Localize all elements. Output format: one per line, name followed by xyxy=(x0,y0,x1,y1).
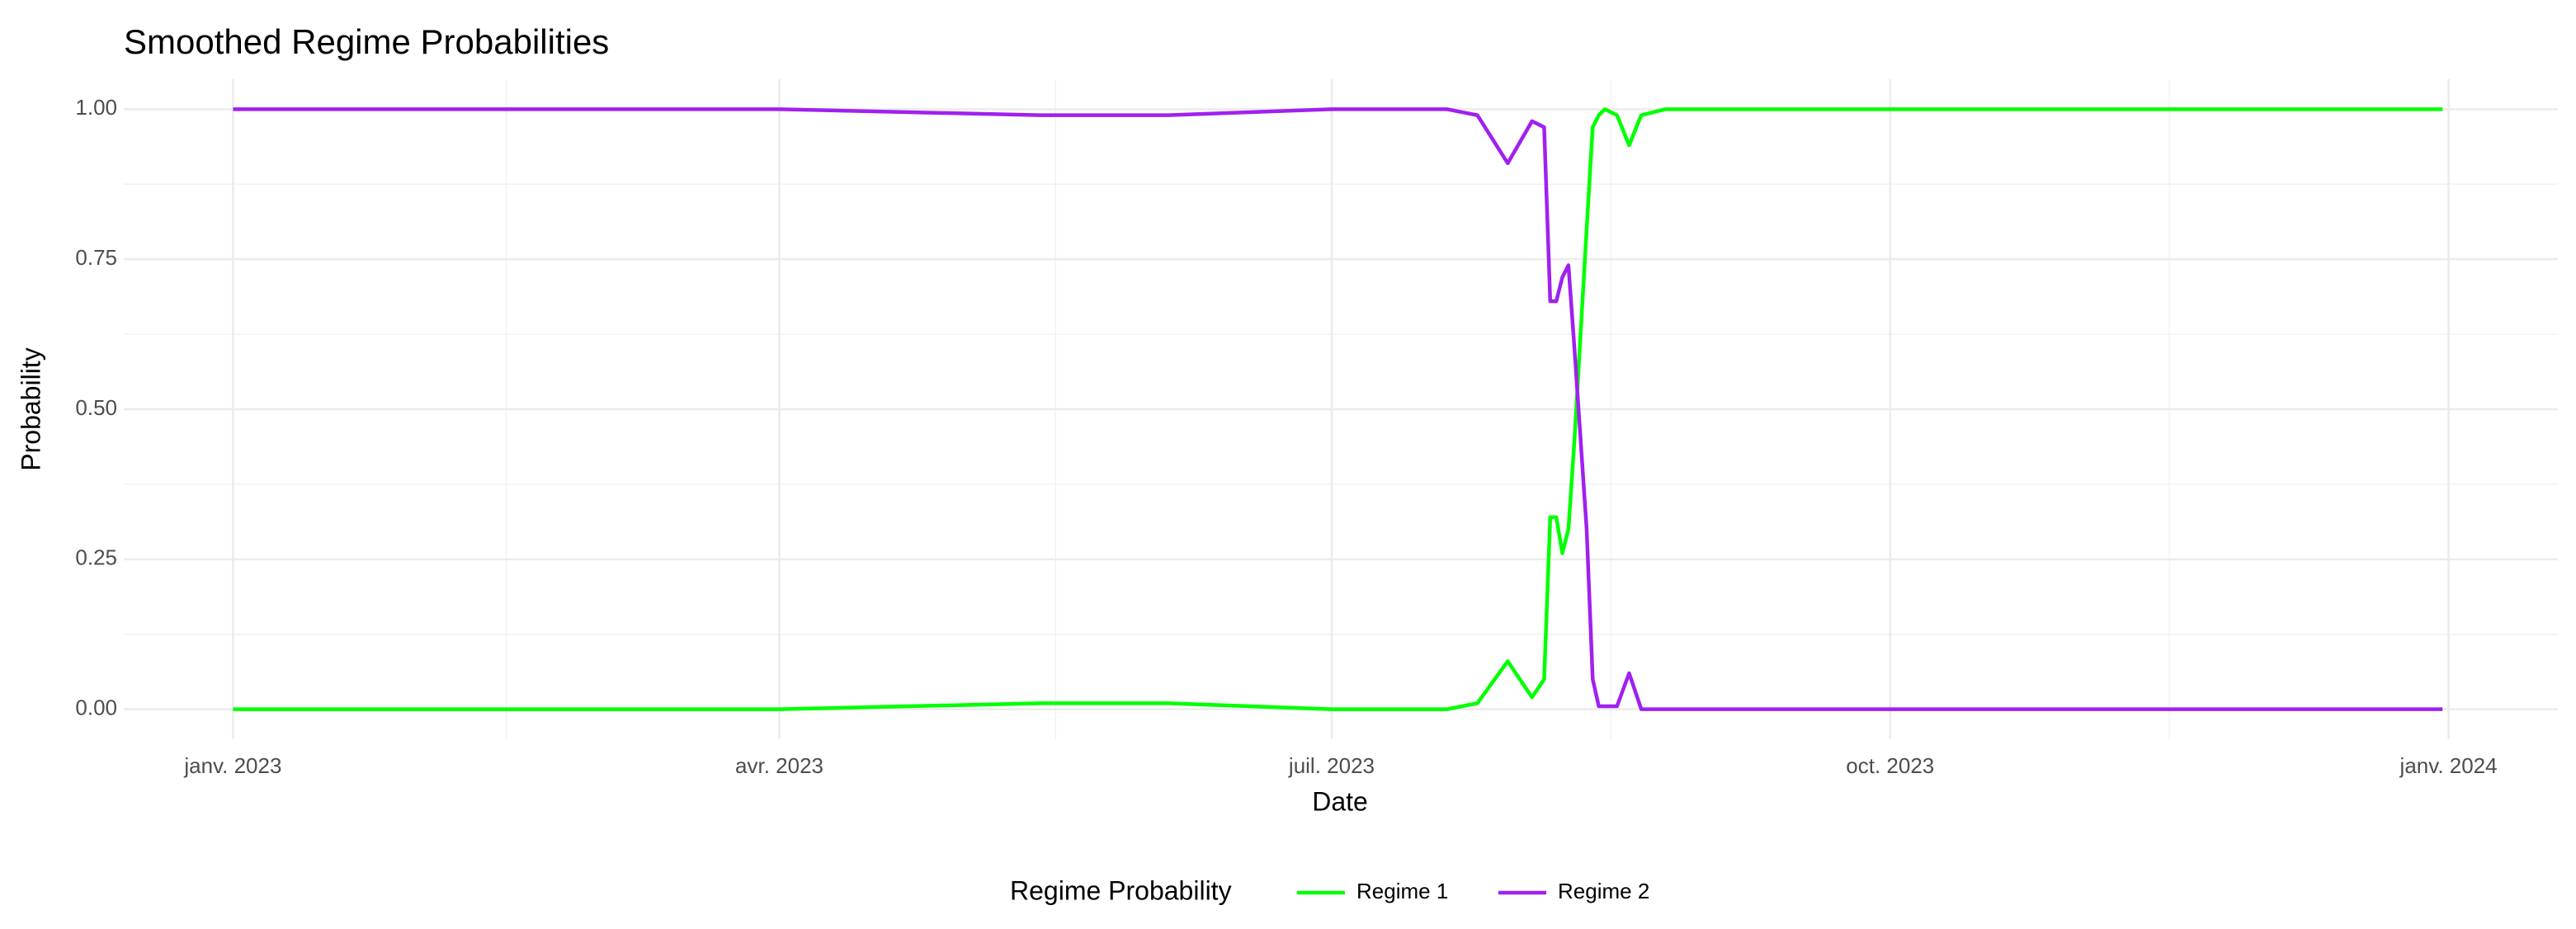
chart-title: Smoothed Regime Probabilities xyxy=(124,22,609,61)
x-tick-label: avr. 2023 xyxy=(735,753,823,778)
x-tick-label: oct. 2023 xyxy=(1846,753,1934,778)
y-tick-label: 0.00 xyxy=(75,696,117,720)
y-tick-label: 0.50 xyxy=(75,395,117,420)
y-tick-label: 0.25 xyxy=(75,545,117,570)
legend-label: Regime 1 xyxy=(1356,879,1448,903)
x-axis-title: Date xyxy=(1312,786,1368,816)
x-tick-label: janv. 2023 xyxy=(183,753,281,778)
y-axis-title: Probability xyxy=(16,347,45,470)
legend-title: Regime Probability xyxy=(1010,875,1232,905)
y-tick-label: 1.00 xyxy=(75,95,117,120)
x-tick-label: juil. 2023 xyxy=(1288,753,1375,778)
y-tick-label: 0.75 xyxy=(75,245,117,270)
series-line xyxy=(233,107,2443,711)
series-line xyxy=(233,107,2443,711)
x-tick-label: janv. 2024 xyxy=(2399,753,2498,778)
legend-label: Regime 2 xyxy=(1558,879,1649,903)
